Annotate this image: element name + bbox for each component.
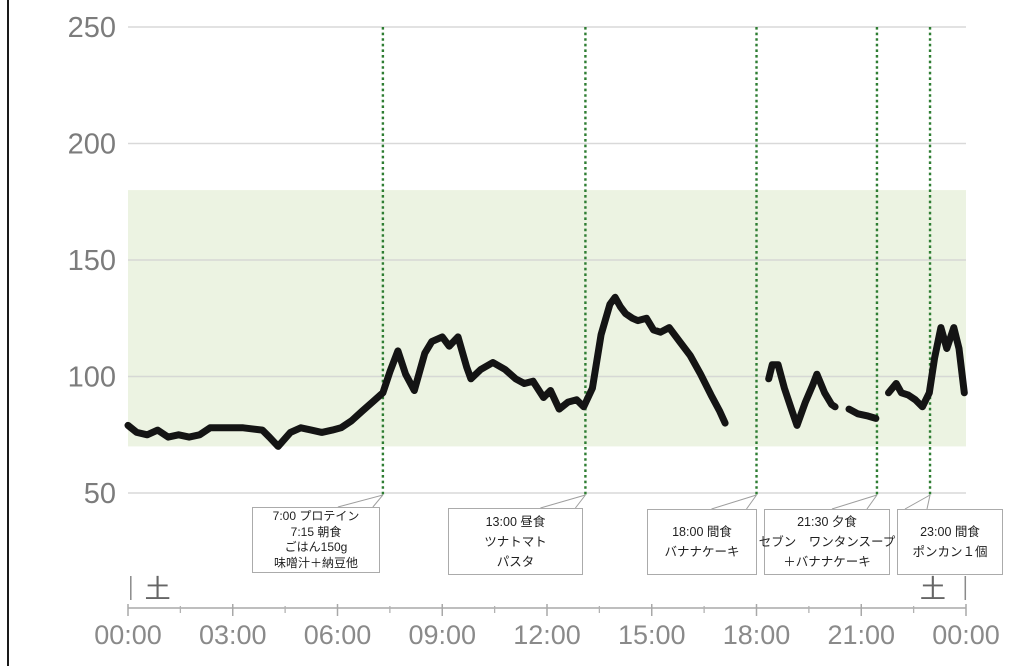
meal-annotation-2-line-1: バナナケーキ <box>664 545 740 559</box>
x-tick-label-12:00: 12:00 <box>513 620 581 650</box>
meal-annotation-1-line-1: ツナトマト <box>484 534 547 549</box>
glucose-trace-segment-1 <box>765 361 839 429</box>
callout-leader-1 <box>540 494 586 509</box>
meal-annotation-0: 7:00 プロテイン 7:15 朝食 ごはん150g 味噌汁＋納豆他 <box>252 507 380 573</box>
meal-annotation-1-line-2: パスタ <box>496 554 535 569</box>
glucose-trace-segment-3 <box>885 324 968 411</box>
callout-leader-3 <box>866 494 878 510</box>
y-tick-label-200: 200 <box>68 129 116 161</box>
x-tick-label-21:00: 21:00 <box>827 620 895 650</box>
x-tick-label-09:00: 09:00 <box>408 620 476 650</box>
glucose-trace-segment-2 <box>845 405 880 422</box>
x-tick-label-00:00: 00:00 <box>94 620 162 650</box>
callout-leader-2 <box>711 494 757 510</box>
meal-annotation-3: 21:30 夕食セブン ワンタンスープ ＋バナナケーキ <box>759 509 895 575</box>
meal-annotation-1: 13:00 昼食 ツナトマトパスタ <box>448 508 583 575</box>
callout-leader-2 <box>746 494 757 510</box>
callout-leader-3 <box>831 494 878 510</box>
meal-annotation-0-line-0: 7:00 プロテイン <box>272 509 360 523</box>
meal-annotation-4-line-1: ポンカン１個 <box>912 545 988 559</box>
meal-annotation-0-line-2: ごはん150g <box>284 540 348 554</box>
meal-annotation-0-line-3: 味噌汁＋納豆他 <box>273 555 358 570</box>
callout-leader-1 <box>575 494 586 509</box>
day-label-0: 土 <box>145 574 171 604</box>
target-range-band <box>128 190 966 447</box>
y-tick-label-150: 150 <box>68 245 116 277</box>
meal-annotation-2-line-0: 18:00 間食 <box>672 525 732 539</box>
y-tick-label-50: 50 <box>84 478 116 510</box>
callout-leader-0 <box>337 494 384 508</box>
day-label-1: 土 <box>920 574 946 604</box>
x-tick-label-18:00: 18:00 <box>723 620 791 650</box>
meal-annotation-2: 18:00 間食 バナナケーキ <box>647 509 757 575</box>
x-tick-label-15:00: 15:00 <box>618 620 686 650</box>
x-tick-label-03:00: 03:00 <box>199 620 267 650</box>
callout-leader-0 <box>372 494 384 508</box>
window-left-border <box>7 0 9 666</box>
meal-annotation-1-line-0: 13:00 昼食 <box>485 514 546 529</box>
y-tick-label-250: 250 <box>68 12 116 44</box>
x-tick-label-00:00: 00:00 <box>932 620 1000 650</box>
meal-annotation-4: 23:00 間食 ポンカン１個 <box>897 509 1003 575</box>
meal-annotation-3-line-2: ＋バナナケーキ <box>783 555 871 569</box>
callout-leader-4 <box>904 494 931 510</box>
meal-annotation-3-line-0: 21:30 夕食 <box>797 515 857 529</box>
y-tick-label-100: 100 <box>68 362 116 394</box>
meal-annotation-3-line-1: セブン ワンタンスープ <box>758 535 896 549</box>
meal-annotation-4-line-0: 23:00 間食 <box>920 525 980 539</box>
glucose-trace-segment-0 <box>124 293 729 450</box>
callout-leader-4 <box>926 494 931 510</box>
meal-annotation-0-line-1: 7:15 朝食 <box>290 524 342 539</box>
x-tick-label-06:00: 06:00 <box>304 620 372 650</box>
